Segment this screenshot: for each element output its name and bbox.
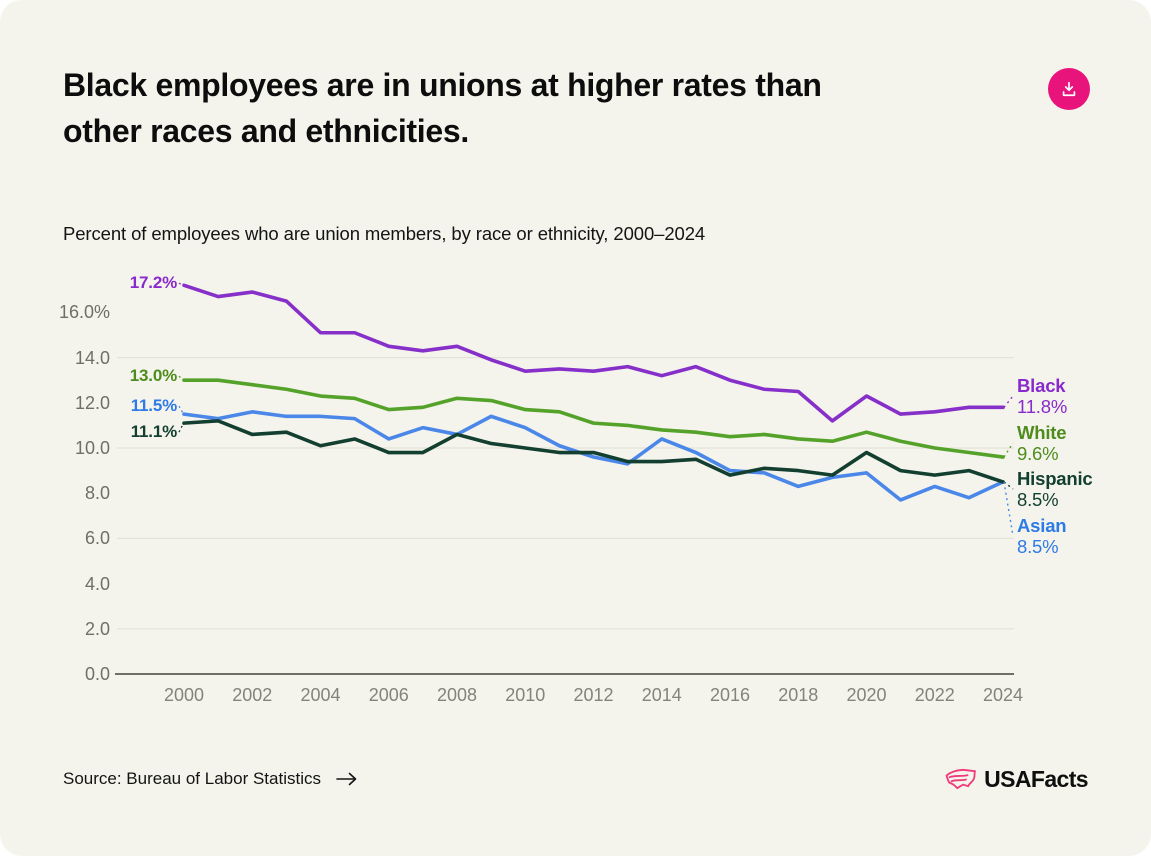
series-end-value-hispanic: 8.5% (1017, 489, 1059, 510)
usafacts-logo-text: USAFacts (984, 766, 1088, 792)
series-label-black: Black 11.8% (1017, 375, 1142, 417)
line-black (182, 283, 1005, 423)
download-icon (1059, 79, 1079, 99)
page-title-line2: other races and ethnicities. (63, 113, 469, 149)
series-end-value-asian: 8.5% (1017, 536, 1059, 557)
series-label-white: White 9.6% (1017, 422, 1142, 464)
y-tick-4.0: 4.0 (84, 573, 110, 594)
y-tick-0.0: 0.0 (84, 664, 110, 684)
page-title: Black employees are in unions at higher … (63, 62, 943, 154)
start-leader-white (178, 375, 184, 381)
page-title-line1: Black employees are in unions at higher … (63, 67, 822, 103)
x-tick-2008: 2008 (436, 685, 478, 705)
x-tick-2004: 2004 (300, 685, 341, 705)
chart-subtitle: Percent of employees who are union membe… (63, 223, 706, 244)
end-connector-white (1003, 442, 1014, 458)
end-connector-hispanic (1003, 481, 1014, 490)
start-value-label-asian: 11.5% (130, 396, 177, 416)
y-tick-14.0: 14.0 (74, 347, 110, 368)
y-tick-10.0: 10.0 (74, 438, 110, 458)
y-tick-6.0: 6.0 (84, 528, 110, 549)
x-tick-2000: 2000 (163, 685, 205, 705)
start-value-label-hispanic: 11.1% (130, 422, 177, 442)
y-tick-8.0: 8.0 (84, 483, 110, 504)
start-leader-black (178, 282, 184, 286)
y-tick-12.0: 12.0 (74, 392, 110, 413)
line-hispanic (182, 419, 1005, 484)
end-connector-black (1003, 395, 1014, 408)
x-tick-2012: 2012 (573, 685, 614, 705)
x-tick-2024: 2024 (982, 685, 1024, 705)
line-white (182, 378, 1005, 459)
x-tick-2020: 2020 (846, 685, 887, 705)
download-button[interactable] (1048, 68, 1090, 110)
start-leader-hispanic (178, 422, 185, 433)
usafacts-map-icon (944, 767, 978, 792)
end-connector-asian (1003, 481, 1014, 537)
source-text: Source: Bureau of Labor Statistics (63, 769, 321, 788)
y-tick-2.0: 2.0 (84, 618, 110, 639)
series-name-white: White (1017, 422, 1067, 443)
x-tick-2002: 2002 (232, 685, 273, 705)
source-row: Source: Bureau of Labor Statistics (63, 769, 359, 789)
start-leader-asian (178, 405, 185, 415)
start-value-label-black: 17.2% (129, 273, 177, 293)
x-tick-2022: 2022 (914, 685, 955, 705)
x-tick-2018: 2018 (778, 685, 819, 705)
source-link-arrow-icon[interactable] (335, 771, 359, 787)
y-tick-16.0pct: 16.0% (58, 302, 110, 323)
usafacts-logo: USAFacts (944, 766, 1089, 793)
x-tick-2006: 2006 (368, 685, 409, 705)
series-label-asian: Asian 8.5% (1017, 515, 1142, 557)
line-asian (182, 410, 1005, 502)
series-end-value-white: 9.6% (1017, 443, 1059, 464)
x-tick-2014: 2014 (641, 685, 682, 705)
line-chart: 17.2% Black 11.8% 13.0% White 9.6% 11.1% Hispan… (0, 265, 1151, 725)
x-tick-2016: 2016 (709, 685, 751, 705)
x-tick-2010: 2010 (505, 685, 546, 705)
series-label-hispanic: Hispanic 8.5% (1017, 468, 1142, 510)
series-name-asian: Asian (1017, 515, 1067, 536)
start-value-label-white: 13.0% (129, 366, 177, 386)
series-name-black: Black (1017, 375, 1066, 396)
series-end-value-black: 11.8% (1017, 396, 1068, 417)
series-name-hispanic: Hispanic (1017, 468, 1093, 489)
plot-area (115, 282, 1014, 675)
